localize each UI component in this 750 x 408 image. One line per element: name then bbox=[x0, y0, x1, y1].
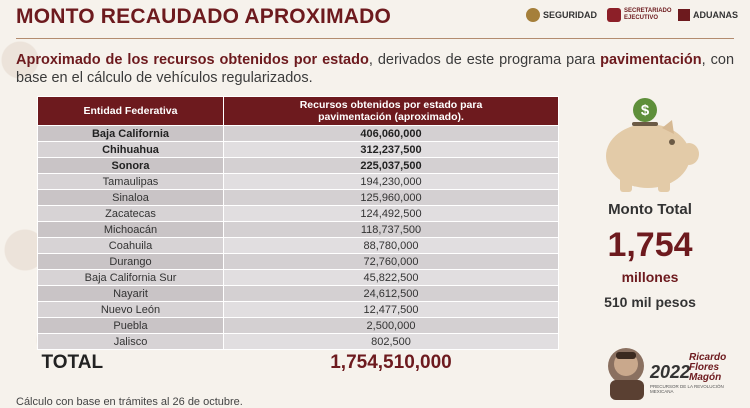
state-cell: Zacatecas bbox=[37, 205, 224, 222]
value-cell: 194,230,000 bbox=[223, 173, 559, 190]
seguridad-seal-icon bbox=[525, 8, 540, 22]
logo-aduanas: ADUANAS bbox=[678, 9, 738, 21]
logo-seguridad: SEGURIDAD bbox=[525, 8, 597, 22]
table-row: Nuevo León 12,477,500 bbox=[37, 301, 559, 318]
summary-unit: millones bbox=[621, 269, 679, 285]
value-cell: 118,737,500 bbox=[223, 221, 559, 238]
table-row: Coahuila 88,780,000 bbox=[37, 237, 559, 254]
page-title: MONTO RECAUDADO APROXIMADO bbox=[16, 5, 392, 28]
value-cell: 124,492,500 bbox=[223, 205, 559, 222]
table-row: Durango 72,760,000 bbox=[37, 253, 559, 270]
value-cell: 312,237,500 bbox=[223, 141, 559, 158]
seal-caption: PRECURSOR DE LA REVOLUCIÓN MEXICANA bbox=[650, 384, 724, 394]
table-row: Zacatecas 124,492,500 bbox=[37, 205, 559, 222]
value-cell: 406,060,000 bbox=[223, 125, 559, 142]
state-cell: Nuevo León bbox=[37, 301, 224, 318]
state-cell: Tamaulipas bbox=[37, 173, 224, 190]
total-row: TOTAL 1,754,510,000 bbox=[37, 349, 559, 376]
total-label: TOTAL bbox=[37, 349, 224, 376]
secretariado-emblem-icon bbox=[607, 8, 621, 22]
table-row: Chihuahua 312,237,500 bbox=[37, 141, 559, 158]
value-cell: 12,477,500 bbox=[223, 301, 559, 318]
summary-number: 1,754 bbox=[607, 226, 693, 264]
header-logos: SEGURIDAD SECRETARIADO EJECUTIVO ADUANAS bbox=[525, 8, 738, 22]
logo-secretariado: SECRETARIADO EJECUTIVO bbox=[607, 8, 672, 22]
table-row: Sinaloa 125,960,000 bbox=[37, 189, 559, 206]
title-divider bbox=[16, 38, 734, 39]
state-cell: Michoacán bbox=[37, 221, 224, 238]
state-cell: Sinaloa bbox=[37, 189, 224, 206]
table-row: Sonora 225,037,500 bbox=[37, 157, 559, 174]
table-row: Tamaulipas 194,230,000 bbox=[37, 173, 559, 190]
table-row: Nayarit 24,612,500 bbox=[37, 285, 559, 302]
state-cell: Baja California Sur bbox=[37, 269, 224, 286]
table-row: Jalisco 802,500 bbox=[37, 333, 559, 350]
state-cell: Puebla bbox=[37, 317, 224, 334]
summary-subtext: 510 mil pesos bbox=[604, 294, 696, 310]
svg-text:$: $ bbox=[641, 102, 650, 119]
table-row: Baja California Sur 45,822,500 bbox=[37, 269, 559, 286]
summary-label: Monto Total bbox=[608, 201, 692, 218]
state-cell: Sonora bbox=[37, 157, 224, 174]
piggy-bank-icon: $ bbox=[606, 98, 699, 192]
flores-magon-portrait-icon bbox=[608, 348, 644, 400]
revenue-table: Entidad Federativa Recursos obtenidos po… bbox=[37, 96, 559, 376]
value-cell: 88,780,000 bbox=[223, 237, 559, 254]
value-cell: 802,500 bbox=[223, 333, 559, 350]
table-row: Michoacán 118,737,500 bbox=[37, 221, 559, 238]
state-cell: Coahuila bbox=[37, 237, 224, 254]
aduanas-emblem-icon bbox=[678, 9, 690, 21]
value-cell: 225,037,500 bbox=[223, 157, 559, 174]
state-cell: Chihuahua bbox=[37, 141, 224, 158]
state-cell: Nayarit bbox=[37, 285, 224, 302]
table-row: Baja California 406,060,000 bbox=[37, 125, 559, 142]
value-cell: 72,760,000 bbox=[223, 253, 559, 270]
column-header-resources: Recursos obtenidos por estado para pavim… bbox=[223, 96, 559, 126]
value-cell: 125,960,000 bbox=[223, 189, 559, 206]
total-value: 1,754,510,000 bbox=[223, 349, 559, 376]
column-header-state: Entidad Federativa bbox=[37, 96, 224, 126]
state-cell: Baja California bbox=[37, 125, 224, 142]
intro-paragraph: Aproximado de los recursos obtenidos por… bbox=[16, 52, 735, 86]
value-cell: 24,612,500 bbox=[223, 285, 559, 302]
state-cell: Durango bbox=[37, 253, 224, 270]
seal-name: Ricardo Flores Magón bbox=[689, 352, 727, 383]
value-cell: 2,500,000 bbox=[223, 317, 559, 334]
footnote: Cálculo con base en trámites al 26 de oc… bbox=[16, 396, 243, 408]
table-row: Puebla 2,500,000 bbox=[37, 317, 559, 334]
seal-year: 2022 bbox=[650, 362, 691, 382]
value-cell: 45,822,500 bbox=[223, 269, 559, 286]
state-cell: Jalisco bbox=[37, 333, 224, 350]
